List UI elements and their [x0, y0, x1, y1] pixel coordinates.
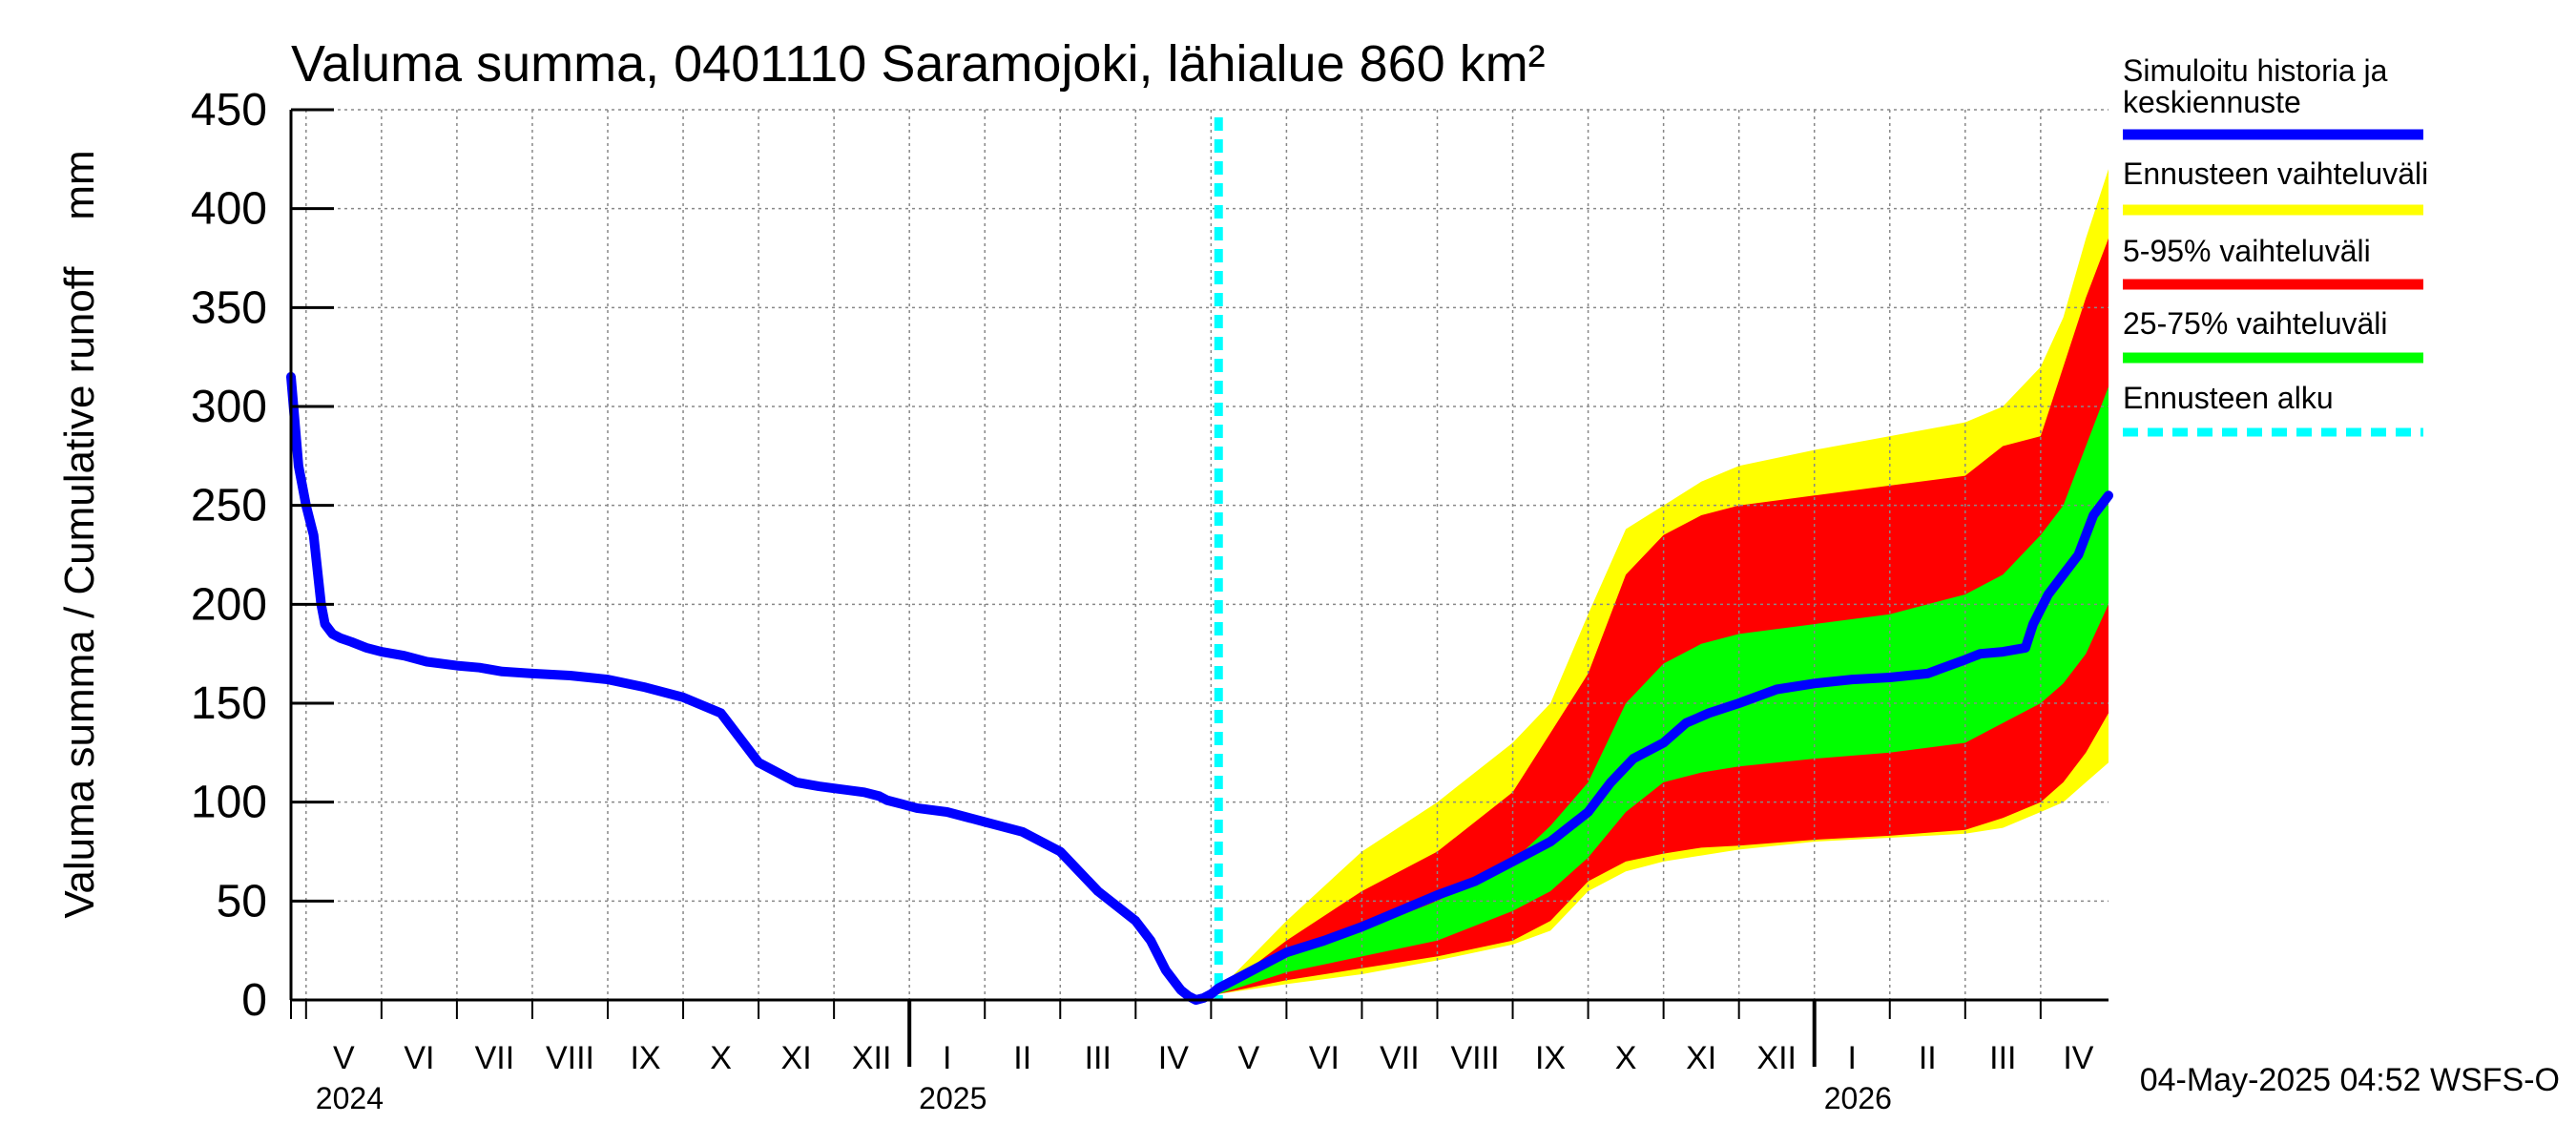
- x-month-label: XII: [852, 1040, 892, 1076]
- band-25-75: [1218, 386, 2109, 994]
- legend-item-5-95: 5-95% vaihteluväli: [2123, 234, 2423, 290]
- legend-item-25-75: 25-75% vaihteluväli: [2123, 306, 2423, 364]
- legend-label-5-95: 5-95% vaihteluväli: [2123, 234, 2371, 268]
- x-month-label: X: [1615, 1040, 1637, 1076]
- y-tick-label: 50: [217, 876, 267, 926]
- x-month-label: I: [1848, 1040, 1857, 1076]
- x-year-label: 2026: [1824, 1081, 1892, 1115]
- legend-item-mean: Simuloitu historia ja keskiennuste: [2123, 53, 2423, 140]
- x-year-label: 2025: [919, 1081, 987, 1115]
- x-month-labels: V VI VII VIII IX X XI XII I II III IV V VI VII VIII IX X X…: [333, 1040, 2094, 1076]
- legend-item-ensemble-range: Ennusteen vaihteluväli: [2123, 156, 2428, 216]
- y-tick-label: 450: [191, 85, 267, 135]
- x-month-label: VI: [1309, 1040, 1340, 1076]
- x-month-label: XI: [1686, 1040, 1716, 1076]
- x-month-label: VIII: [546, 1040, 594, 1076]
- x-month-label: XII: [1756, 1040, 1797, 1076]
- y-tick-label: 250: [191, 481, 267, 531]
- x-month-label: II: [1919, 1040, 1937, 1076]
- x-month-label: II: [1013, 1040, 1031, 1076]
- y-tick-label: 150: [191, 678, 267, 729]
- legend-label-mean-line1: Simuloitu historia ja: [2123, 53, 2388, 88]
- y-tick-label: 300: [191, 382, 267, 432]
- x-year-labels: 2024 2025 2026: [316, 1081, 1892, 1115]
- x-month-label: VII: [475, 1040, 515, 1076]
- y-axis-label: Valuma summa / Cumulative runoff mm: [56, 150, 103, 918]
- y-tick-label: 350: [191, 282, 267, 333]
- x-month-label: IV: [2063, 1040, 2093, 1076]
- series-lines: [286, 371, 2113, 1005]
- x-month-label: IV: [1158, 1040, 1189, 1076]
- x-month-label: V: [1238, 1040, 1260, 1076]
- legend: Simuloitu historia ja keskiennuste Ennus…: [2123, 53, 2428, 437]
- axes: [289, 108, 2109, 1067]
- y-tick-label: 0: [241, 975, 267, 1026]
- x-month-label: VIII: [1451, 1040, 1500, 1076]
- x-month-label: X: [710, 1040, 732, 1076]
- x-month-label: III: [1085, 1040, 1111, 1076]
- x-month-label: IX: [1535, 1040, 1566, 1076]
- y-tick-label: 400: [191, 184, 267, 235]
- x-month-label: VI: [404, 1040, 434, 1076]
- x-month-label: III: [1989, 1040, 2016, 1076]
- legend-label-forecast-start: Ennusteen alku: [2123, 381, 2334, 415]
- x-month-label: XI: [781, 1040, 812, 1076]
- x-month-label: V: [333, 1040, 355, 1076]
- chart-title: Valuma summa, 0401110 Saramojoki, lähial…: [291, 35, 1546, 93]
- band-5-95: [1218, 238, 2109, 994]
- x-month-label: VII: [1380, 1040, 1420, 1076]
- legend-label-mean-line2: keskiennuste: [2123, 85, 2301, 119]
- x-month-label: IX: [630, 1040, 660, 1076]
- x-month-label: I: [943, 1040, 951, 1076]
- series-mean-line: [286, 371, 2113, 1005]
- x-year-label: 2024: [316, 1081, 384, 1115]
- legend-item-forecast-start: Ennusteen alku: [2123, 381, 2423, 437]
- forecast-bands: [1218, 169, 2109, 994]
- footer-timestamp: 04-May-2025 04:52 WSFS-O: [2140, 1062, 2560, 1098]
- y-tick-labels: 0 50 100 150 200 250 300 350 400 450: [191, 85, 267, 1026]
- y-tick-label: 100: [191, 778, 267, 828]
- legend-label-ensemble-range: Ennusteen vaihteluväli: [2123, 156, 2428, 191]
- legend-label-25-75: 25-75% vaihteluväli: [2123, 306, 2388, 341]
- y-tick-label: 200: [191, 579, 267, 630]
- grid: [291, 109, 2109, 1000]
